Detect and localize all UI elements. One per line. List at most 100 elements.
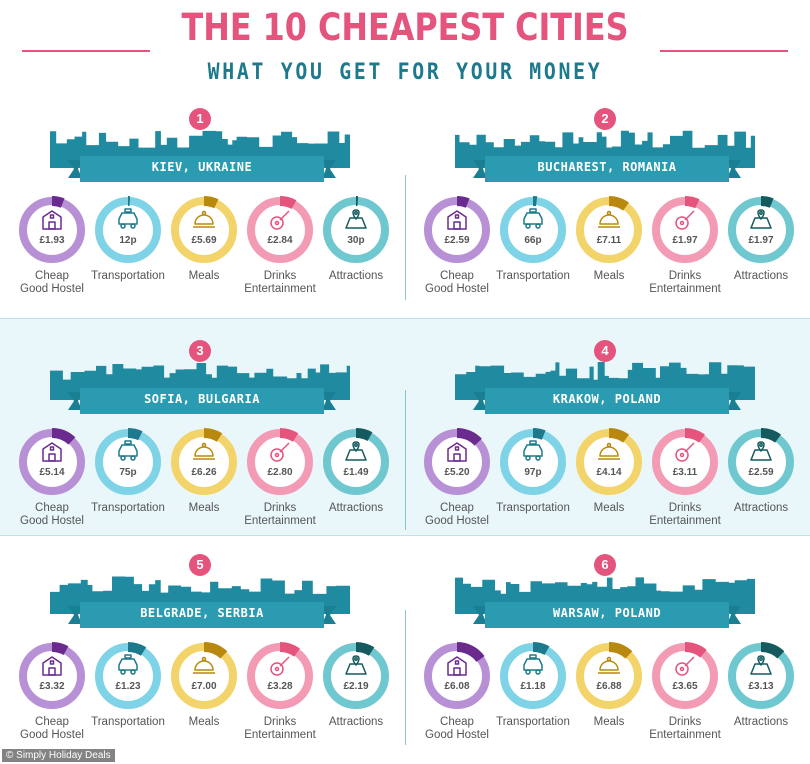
cost-label: Meals <box>593 270 625 282</box>
cost-label: Attractions <box>733 270 789 282</box>
cost-ring-segment <box>575 428 643 496</box>
cost-value: £1.18 <box>520 681 546 692</box>
cost-value: £1.49 <box>343 467 369 478</box>
cost-ring-segment <box>499 642 567 710</box>
cost-label: Drinks Entertainment <box>244 270 316 295</box>
guitar-icon <box>270 210 290 230</box>
cost-label: Transportation <box>496 502 570 514</box>
hostel-icon <box>42 442 62 462</box>
cost-value: £6.08 <box>444 681 470 692</box>
city-banner <box>68 388 336 414</box>
cost-item-meals: £5.69 Meals <box>166 196 242 316</box>
cost-label: Attractions <box>733 716 789 728</box>
cost-value: £5.69 <box>191 235 217 246</box>
cost-label: Transportation <box>91 270 165 282</box>
cost-value: £7.11 <box>596 235 622 246</box>
cost-label: Meals <box>188 716 220 728</box>
cost-label: Meals <box>593 502 625 514</box>
cost-ring-segment <box>18 196 86 264</box>
taxi-icon <box>118 440 138 461</box>
taxi-icon <box>118 654 138 675</box>
cost-ring-segment <box>246 428 314 496</box>
cost-item-hostel: £2.59 Cheap Good Hostel <box>419 196 495 316</box>
map-pin-icon <box>750 441 772 461</box>
rank-badge: 6 <box>594 554 616 576</box>
cost-ring <box>575 196 643 264</box>
cost-item-meals: £7.00 Meals <box>166 642 242 762</box>
cost-value: 97p <box>524 467 542 478</box>
credit-text: © Simply Holiday Deals <box>2 749 115 762</box>
cloche-icon <box>598 210 620 228</box>
cost-ring <box>727 428 795 496</box>
city-panel: 4 KRAKOW, POLAND £5.20 Cheap Good Hostel 97p… <box>405 340 810 550</box>
cost-ring <box>499 642 567 710</box>
cost-ring <box>170 196 238 264</box>
taxi-icon <box>118 208 138 229</box>
cost-value: £2.84 <box>267 235 293 246</box>
cost-ring <box>322 196 390 264</box>
cost-value: £4.14 <box>596 467 622 478</box>
cost-item-attractions: £2.59 Attractions <box>723 428 799 548</box>
cost-label: Drinks Entertainment <box>649 270 721 295</box>
cost-label: Drinks Entertainment <box>649 716 721 741</box>
cost-label: Attractions <box>328 716 384 728</box>
taxi-icon <box>523 654 543 675</box>
cost-item-transport: 75p Transportation <box>90 428 166 548</box>
cost-label: Cheap Good Hostel <box>425 502 489 527</box>
city-panel: 1 KIEV, UKRAINE £1.93 Cheap Good Hostel 12p T… <box>0 108 405 318</box>
cost-ring <box>651 642 719 710</box>
cloche-icon <box>598 442 620 460</box>
cost-ring <box>246 428 314 496</box>
cost-item-transport: £1.23 Transportation <box>90 642 166 762</box>
city-name: KIEV, UKRAINE <box>151 160 253 174</box>
cost-ring <box>499 196 567 264</box>
hostel-icon <box>42 210 62 230</box>
cost-ring-segment <box>727 428 795 496</box>
cost-ring <box>170 642 238 710</box>
city-panel: 2 BUCHAREST, ROMANIA £2.59 Cheap Good Hoste… <box>405 108 810 318</box>
rank-badge: 5 <box>189 554 211 576</box>
cost-ring <box>651 196 719 264</box>
cost-label: Meals <box>188 270 220 282</box>
cost-ring-segment <box>423 642 491 710</box>
cost-ring-segment <box>651 642 719 710</box>
cost-value: 66p <box>524 235 542 246</box>
cost-value: 30p <box>347 235 365 246</box>
cost-ring <box>322 428 390 496</box>
cloche-icon <box>598 656 620 674</box>
cost-label: Attractions <box>328 270 384 282</box>
cost-item-attractions: £2.19 Attractions <box>318 642 394 762</box>
cost-ring <box>322 642 390 710</box>
cost-ring-segment <box>18 428 86 496</box>
cost-ring <box>94 196 162 264</box>
cost-item-transport: £1.18 Transportation <box>495 642 571 762</box>
cost-value: 75p <box>119 467 137 478</box>
city-panel: 6 WARSAW, POLAND £6.08 Cheap Good Hostel £1.… <box>405 554 810 764</box>
column-divider-3 <box>405 610 406 745</box>
cost-item-meals: £4.14 Meals <box>571 428 647 548</box>
cost-item-drinks: £3.65 Drinks Entertainment <box>647 642 723 762</box>
cost-item-attractions: £3.13 Attractions <box>723 642 799 762</box>
title-line-right <box>660 50 788 52</box>
map-pin-icon <box>345 441 367 461</box>
cost-ring <box>18 428 86 496</box>
cost-item-attractions: £1.97 Attractions <box>723 196 799 316</box>
cost-ring <box>94 428 162 496</box>
cost-ring-segment <box>651 196 719 264</box>
cost-item-hostel: £5.14 Cheap Good Hostel <box>14 428 90 548</box>
cost-ring <box>18 196 86 264</box>
cost-value: £1.23 <box>115 681 141 692</box>
cost-ring-segment <box>651 428 719 496</box>
cost-ring-segment <box>423 196 491 264</box>
cost-label: Meals <box>593 716 625 728</box>
map-pin-icon <box>750 655 772 675</box>
map-pin-icon <box>750 209 772 229</box>
cloche-icon <box>193 210 215 228</box>
cost-item-meals: £6.26 Meals <box>166 428 242 548</box>
cost-value: £3.28 <box>267 681 293 692</box>
cost-ring-segment <box>94 196 162 264</box>
city-banner <box>473 602 741 628</box>
hostel-icon <box>447 442 467 462</box>
city-name: SOFIA, BULGARIA <box>144 392 260 406</box>
hostel-icon <box>447 656 467 676</box>
